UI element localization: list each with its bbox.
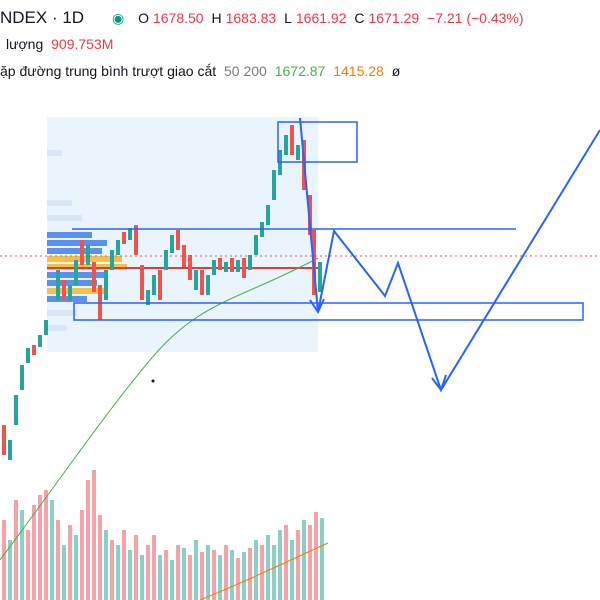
- open-label: O: [138, 10, 149, 26]
- volume-bars: [2, 470, 324, 600]
- change: −7.21 (−0.43%): [427, 10, 524, 26]
- close-label: C: [354, 10, 365, 26]
- open-value: 1678.50: [152, 10, 204, 26]
- indicator-value: 1672.87: [274, 63, 326, 79]
- indicator-name: ặp đường trung bình trượt giao cắt: [0, 63, 217, 79]
- volume-ma-line: [199, 542, 329, 600]
- high-label: H: [211, 10, 222, 26]
- indicator-icon: ø: [391, 63, 401, 79]
- support-box: [73, 302, 584, 321]
- volume-row: lượng 909.753M: [6, 36, 117, 52]
- projection-path: [317, 129, 600, 393]
- dot: [151, 379, 155, 383]
- indicator-row: ặp đường trung bình trượt giao cắt 50 20…: [0, 63, 404, 79]
- status-dot: ◉: [111, 10, 125, 26]
- indicator-value: 1415.28: [333, 63, 384, 79]
- low-label: L: [284, 10, 292, 26]
- volume-value: 909.753M: [51, 36, 114, 52]
- drawn-box: [277, 121, 358, 163]
- ma-line: [0, 257, 319, 561]
- indicator-params: 50 200: [224, 63, 267, 79]
- close-value: 1671.29: [368, 10, 420, 26]
- legend-row: NDEX · 1D ◉ O 1678.50 H 1683.83 L 1661.92 C…: [0, 8, 528, 28]
- range-area: [47, 117, 318, 352]
- high-value: 1683.83: [225, 10, 277, 26]
- volume-label: lượng: [6, 36, 44, 52]
- low-value: 1661.92: [295, 10, 347, 26]
- symbol: NDEX · 1D: [0, 8, 85, 27]
